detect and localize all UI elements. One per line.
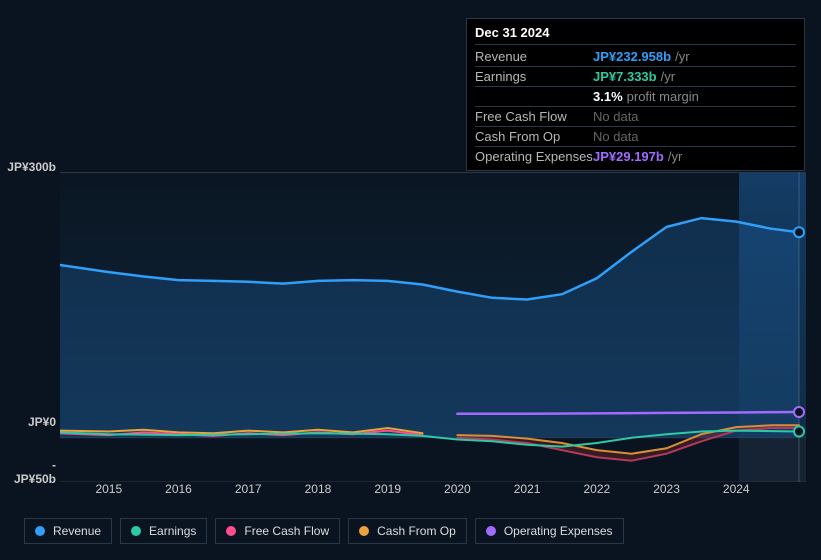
legend-label: Earnings <box>149 524 196 538</box>
x-axis-label: 2017 <box>235 482 262 496</box>
tooltip-row-label: Cash From Op <box>475 128 593 145</box>
tooltip-date: Dec 31 2024 <box>475 25 796 45</box>
tooltip-row-nodata: No data <box>593 128 639 145</box>
x-axis-label: 2024 <box>723 482 750 496</box>
chart-svg[interactable] <box>60 172 806 482</box>
tooltip-row-label: Revenue <box>475 48 593 65</box>
x-axis-label: 2021 <box>514 482 541 496</box>
y-axis-label: JP¥0 <box>28 415 56 429</box>
legend-item[interactable]: Revenue <box>24 518 112 544</box>
x-axis-label: 2019 <box>374 482 401 496</box>
tooltip-row-suffix: /yr <box>661 69 675 84</box>
y-axis-label: JP¥300b <box>7 160 56 174</box>
x-axis-label: 2022 <box>583 482 610 496</box>
tooltip-row: EarningsJP¥7.333b/yr <box>475 67 796 87</box>
x-axis-label: 2015 <box>95 482 122 496</box>
legend-item[interactable]: Earnings <box>120 518 207 544</box>
legend: Revenue Earnings Free Cash Flow Cash From O… <box>24 518 624 544</box>
tooltip-row-suffix: /yr <box>675 49 689 64</box>
tooltip-row-nodata: No data <box>593 108 639 125</box>
tooltip-row: Cash From OpNo data <box>475 127 796 147</box>
legend-label: Free Cash Flow <box>244 524 329 538</box>
legend-item[interactable]: Cash From Op <box>348 518 467 544</box>
x-axis-label: 2020 <box>444 482 471 496</box>
legend-label: Revenue <box>53 524 101 538</box>
chart-area: JP¥300bJP¥0-JP¥50b 201520162017201820192… <box>16 160 806 540</box>
legend-dot <box>359 526 369 536</box>
legend-dot <box>226 526 236 536</box>
tooltip-profit-margin-label: profit margin <box>627 89 699 104</box>
x-axis-label: 2018 <box>305 482 332 496</box>
tooltip-row-label: Earnings <box>475 68 593 85</box>
tooltip-panel: Dec 31 2024 RevenueJP¥232.958b/yrEarning… <box>466 18 805 171</box>
x-axis-label: 2023 <box>653 482 680 496</box>
tooltip-row-value: JP¥7.333b <box>593 69 657 84</box>
y-axis-label: -JP¥50b <box>14 458 56 486</box>
tooltip-row-label <box>475 88 593 105</box>
tooltip-profit-margin-value: 3.1% <box>593 89 623 104</box>
legend-label: Operating Expenses <box>504 524 613 538</box>
tooltip-row-value: JP¥232.958b <box>593 49 671 64</box>
tooltip-row: 3.1% profit margin <box>475 87 796 107</box>
legend-dot <box>35 526 45 536</box>
legend-dot <box>131 526 141 536</box>
tooltip-row: Free Cash FlowNo data <box>475 107 796 127</box>
legend-item[interactable]: Free Cash Flow <box>215 518 340 544</box>
tooltip-row: RevenueJP¥232.958b/yr <box>475 47 796 67</box>
tooltip-row-label: Free Cash Flow <box>475 108 593 125</box>
legend-item[interactable]: Operating Expenses <box>475 518 624 544</box>
x-axis-label: 2016 <box>165 482 192 496</box>
legend-label: Cash From Op <box>377 524 456 538</box>
legend-dot <box>486 526 496 536</box>
